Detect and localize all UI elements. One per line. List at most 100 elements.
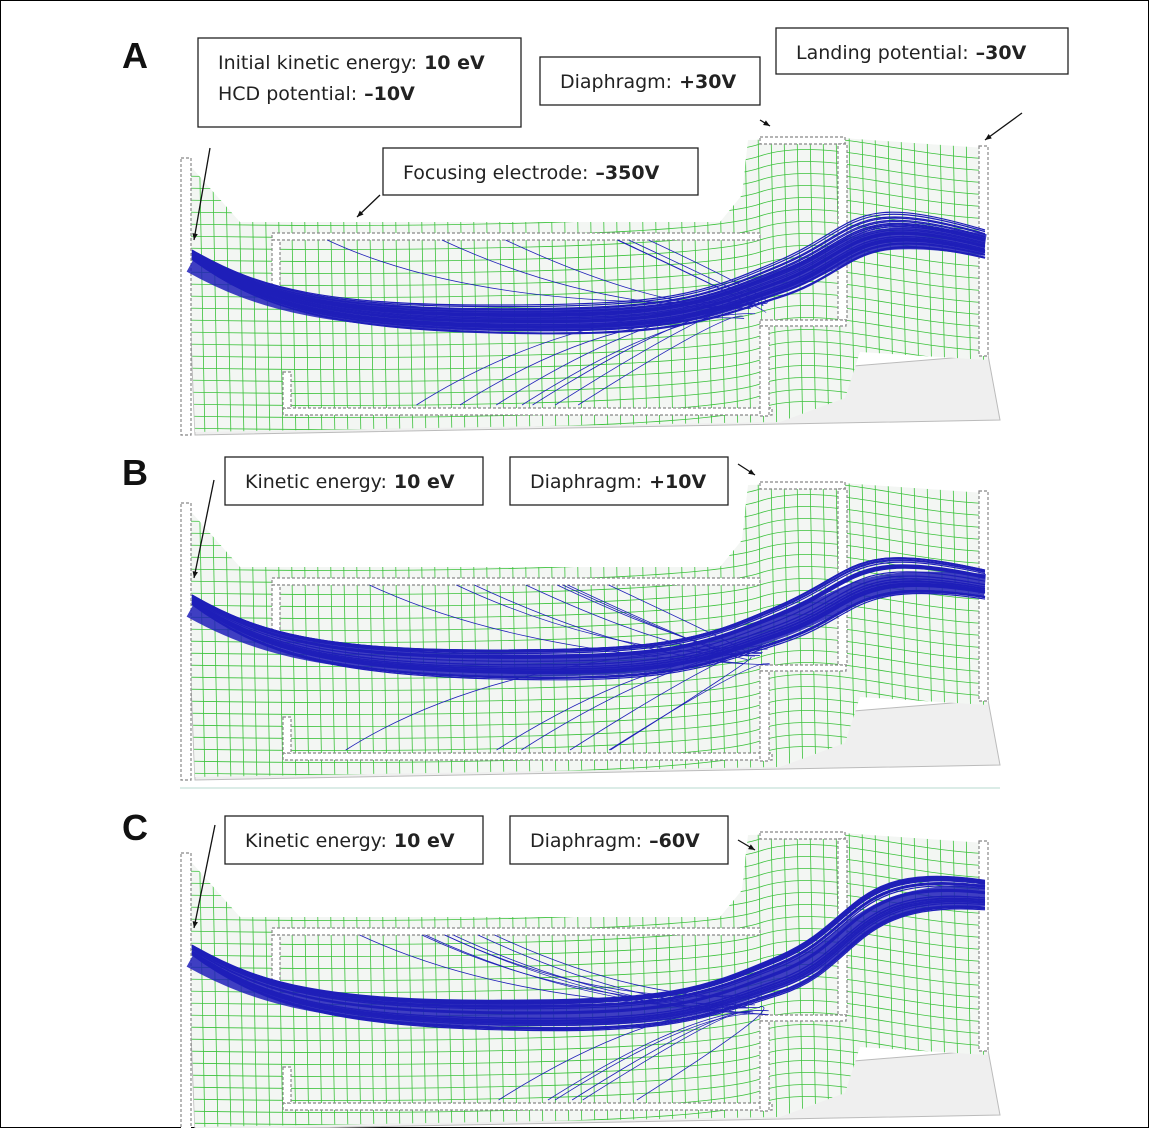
pointer-head — [357, 210, 364, 217]
grid-line — [809, 138, 817, 432]
grid-line — [185, 1024, 988, 1053]
grid-line — [185, 928, 988, 957]
pointer-head — [763, 120, 770, 126]
pointer-head — [192, 233, 198, 240]
diaphragm — [759, 1014, 847, 1022]
annotation-box — [197, 37, 522, 128]
stray-trajectory — [327, 239, 745, 303]
annotation-label: Initial kinetic energy: — [218, 52, 417, 74]
grid-line — [185, 590, 988, 619]
panel-letter: C — [122, 807, 148, 848]
focusing-electrode — [271, 927, 761, 936]
annotation-text: Diaphragm: +10V — [530, 471, 706, 493]
annotation-box — [224, 456, 484, 506]
annotation-value: –30V — [976, 42, 1027, 64]
annotation-value: –350V — [595, 162, 659, 184]
annotation-box — [224, 815, 484, 865]
grid-line — [822, 833, 830, 1127]
annotation-label: Diaphragm: — [530, 471, 642, 493]
stray-trajectory — [555, 305, 742, 406]
focusing-electrode — [282, 407, 773, 416]
stray-trajectory — [477, 934, 747, 1008]
diaphragm — [759, 325, 770, 417]
grid-line — [185, 341, 988, 370]
ion-trajectory — [191, 211, 986, 306]
grid-line — [185, 1012, 988, 1041]
annotations: A Initial kinetic energy: 10 eV HCD potenti… — [122, 27, 1069, 929]
ion-beam — [186, 875, 986, 1101]
stray-trajectory — [425, 934, 751, 1014]
stray-trajectory — [617, 239, 767, 314]
diaphragm — [759, 670, 770, 762]
stray-trajectory — [498, 1007, 760, 1101]
annotation-value: +10V — [649, 471, 706, 493]
ion-beam-core — [186, 227, 987, 332]
diaphragm — [759, 664, 847, 672]
stray-trajectory — [521, 313, 756, 406]
grid-line — [185, 940, 988, 969]
stray-trajectory — [577, 315, 744, 406]
ion-trajectory — [191, 557, 986, 652]
grid-line — [185, 329, 988, 358]
stray-trajectory — [628, 239, 764, 306]
annotation-value: –60V — [649, 830, 700, 852]
annotation-value: +30V — [679, 71, 736, 93]
pointer-line — [193, 824, 216, 929]
ion-beam — [186, 211, 987, 406]
grid-line — [198, 483, 206, 777]
stray-trajectory — [569, 648, 755, 751]
diaphragm — [759, 136, 846, 145]
stray-trajectory — [505, 239, 750, 309]
annotation-label: Diaphragm: — [530, 830, 642, 852]
annotation-label: Kinetic energy: — [245, 471, 387, 493]
grid-line — [185, 257, 988, 286]
focusing-electrode — [271, 232, 761, 241]
annotation-box — [539, 56, 761, 106]
annotation-text: HCD potential: –10V — [218, 83, 415, 105]
grid-line — [185, 1000, 988, 1029]
grid-line — [185, 952, 988, 981]
annotation-box — [509, 815, 729, 865]
stray-trajectory — [648, 239, 768, 304]
grid-line — [185, 650, 988, 679]
stray-trajectory — [636, 1006, 765, 1101]
pointer-head — [748, 844, 755, 850]
grid-line — [198, 138, 206, 432]
simulations — [180, 136, 1001, 1128]
grid-line — [185, 245, 988, 274]
annotation-text: Initial kinetic energy: 10 eV — [218, 52, 485, 74]
pointer-head — [192, 921, 198, 928]
stray-trajectory — [610, 657, 752, 751]
focusing-electrode — [282, 1102, 773, 1111]
focusing-electrode — [271, 577, 761, 586]
grid-line — [822, 483, 830, 777]
annotation-box — [509, 456, 729, 506]
annotation-text: Focusing electrode: –350V — [403, 162, 660, 184]
stray-trajectory — [416, 304, 759, 406]
annotation-label: Kinetic energy: — [245, 830, 387, 852]
stray-trajectory — [608, 662, 771, 751]
annotation-value: 10 eV — [394, 830, 455, 852]
annotation-box — [775, 27, 1069, 75]
stray-trajectory — [421, 934, 755, 1006]
grid-line — [185, 662, 988, 691]
grid-line — [185, 674, 988, 703]
exit-electrode — [978, 840, 989, 1052]
ion-beam-core — [186, 884, 986, 1027]
wall-electrode — [180, 157, 192, 436]
annotation-label: Diaphragm: — [560, 71, 672, 93]
wall-electrode — [180, 852, 192, 1128]
wall-electrode — [180, 502, 192, 781]
diaphragm — [759, 319, 847, 327]
annotation-label: Landing potential: — [796, 42, 969, 64]
panel-letter: B — [122, 452, 148, 493]
annotation-text: Kinetic energy: 10 eV — [245, 471, 455, 493]
panel-letter: A — [122, 35, 148, 76]
annotation-text: Diaphragm: +30V — [560, 71, 736, 93]
grid-line — [185, 317, 988, 346]
pointer-line — [193, 147, 211, 241]
focusing-electrode — [282, 1066, 292, 1104]
stray-trajectory — [562, 584, 749, 657]
annotation-value: 10 eV — [394, 471, 455, 493]
focusing-electrode — [282, 371, 292, 409]
